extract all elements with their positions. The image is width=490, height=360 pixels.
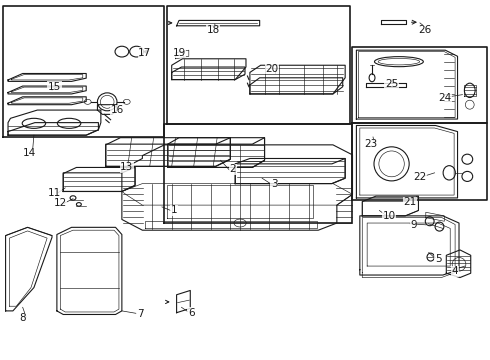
Text: 4: 4 xyxy=(452,266,459,276)
Text: 25: 25 xyxy=(385,79,398,89)
Text: 11: 11 xyxy=(48,188,61,198)
Text: 24: 24 xyxy=(439,93,452,103)
Text: 19: 19 xyxy=(172,48,186,58)
Text: 10: 10 xyxy=(383,211,396,221)
Text: 20: 20 xyxy=(265,64,278,74)
Text: 18: 18 xyxy=(207,25,220,35)
Text: 23: 23 xyxy=(365,139,378,149)
Text: 9: 9 xyxy=(410,220,417,230)
Text: 26: 26 xyxy=(418,25,431,35)
Text: 17: 17 xyxy=(138,48,151,58)
Text: 6: 6 xyxy=(188,308,195,318)
Text: 1: 1 xyxy=(171,206,177,216)
Text: 22: 22 xyxy=(413,172,427,182)
Text: 15: 15 xyxy=(48,82,61,92)
Text: 2: 2 xyxy=(229,164,236,174)
Text: 21: 21 xyxy=(404,197,417,207)
Text: 14: 14 xyxy=(23,148,36,158)
Text: 7: 7 xyxy=(137,310,143,319)
Text: 3: 3 xyxy=(271,179,278,189)
Text: 8: 8 xyxy=(20,313,26,323)
Text: 16: 16 xyxy=(110,105,123,115)
Text: 12: 12 xyxy=(54,198,67,208)
Text: 5: 5 xyxy=(435,254,441,264)
Text: 13: 13 xyxy=(120,162,133,172)
